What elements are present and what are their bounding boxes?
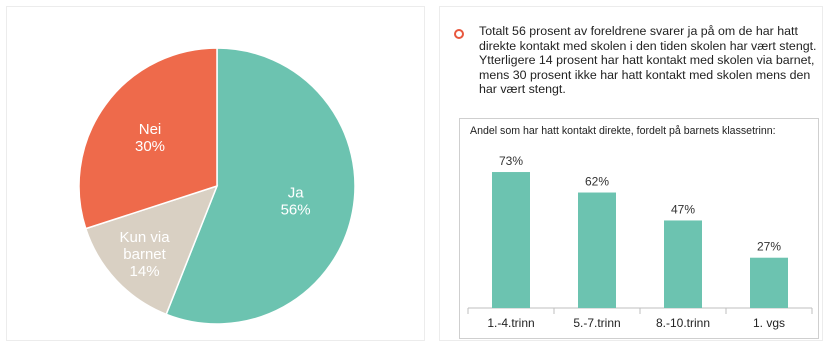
bullet-icon — [454, 29, 464, 39]
bar-2 — [578, 192, 616, 308]
pie-chart-panel: Ja 56% Kun via barnet 14% Nei 30% — [6, 6, 425, 341]
summary-panel: Totalt 56 prosent av foreldrene svarer j… — [439, 6, 823, 341]
bar-value-label: 27% — [757, 240, 781, 254]
pie-chart: Ja 56% Kun via barnet 14% Nei 30% — [78, 47, 356, 325]
bar-chart-box: 73% 1.-4.trinn 62% 5.-7.trinn 47% 8.-10.trinn… — [459, 118, 819, 339]
bar-3 — [664, 220, 702, 308]
bar-chart: 73% 1.-4.trinn 62% 5.-7.trinn 47% 8.-10.trinn… — [467, 154, 813, 330]
bar-value-label: 47% — [671, 202, 695, 216]
pie-label-kun-via-barnet: Kun via barnet 14% — [120, 229, 171, 280]
bar-category-label: 1.-4.trinn — [487, 316, 534, 330]
bar-chart-title: Andel som har hatt kontakt direkte, ford… — [470, 125, 776, 137]
pie-label-nei: Nei 30% — [135, 121, 165, 155]
pie-slice-ja — [165, 47, 356, 325]
bar-1 — [492, 172, 530, 308]
summary-text: Totalt 56 prosent av foreldrene svarer j… — [479, 24, 817, 97]
pie-label-ja: Ja 56% — [281, 184, 311, 218]
bar-category-label: 5.-7.trinn — [573, 316, 620, 330]
bar-4 — [750, 257, 788, 308]
pie-slice-nei — [78, 47, 218, 230]
bar-value-label: 73% — [499, 154, 523, 168]
bar-category-label: 8.-10.trinn — [656, 316, 710, 330]
bar-value-label: 62% — [585, 175, 609, 189]
bar-category-label: 1. vgs — [753, 316, 785, 330]
